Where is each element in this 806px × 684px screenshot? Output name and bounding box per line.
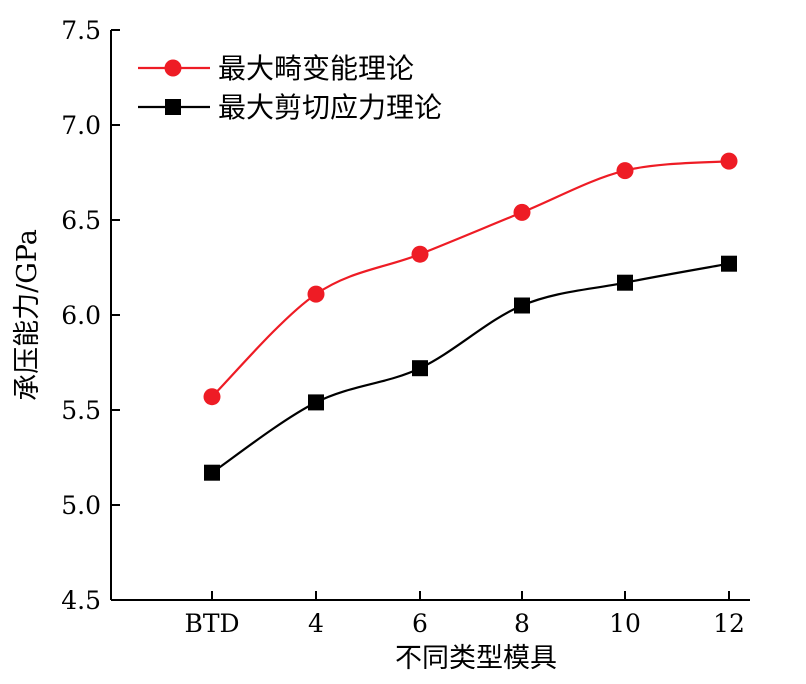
data-point bbox=[513, 203, 531, 221]
y-tick-label: 6.5 bbox=[61, 206, 101, 235]
data-point bbox=[514, 297, 530, 314]
y-tick-label: 4.5 bbox=[61, 586, 101, 615]
data-point bbox=[412, 360, 428, 377]
x-tick-label: 8 bbox=[514, 609, 530, 638]
y-tick-label: 5.0 bbox=[61, 491, 101, 520]
x-tick-label: 4 bbox=[308, 609, 324, 638]
x-axis-title: 不同类型模具 bbox=[395, 643, 557, 674]
x-ticks: BTD 4 6 8 10 12 bbox=[184, 591, 745, 638]
data-point bbox=[616, 162, 634, 180]
data-point bbox=[204, 464, 220, 481]
series-line bbox=[211, 262, 730, 474]
data-point bbox=[308, 394, 324, 411]
data-point bbox=[307, 285, 325, 303]
y-ticks: 4.5 5.0 5.5 6.0 6.5 7.0 7.5 bbox=[61, 16, 120, 615]
x-tick-label: 10 bbox=[609, 609, 641, 638]
legend-label: 最大剪切应力理论 bbox=[218, 91, 442, 124]
legend-marker bbox=[165, 99, 181, 115]
legend-label: 最大畸变能理论 bbox=[218, 52, 414, 85]
data-point bbox=[411, 245, 429, 263]
series-layer bbox=[203, 152, 738, 481]
data-point bbox=[203, 388, 221, 406]
y-axis-title: 承压能力/GPa bbox=[12, 229, 43, 401]
data-point bbox=[720, 152, 738, 170]
legend-item: 最大畸变能理论 bbox=[138, 52, 414, 85]
x-tick-label: 12 bbox=[713, 609, 745, 638]
y-tick-label: 7.5 bbox=[61, 16, 101, 45]
x-tick-label: BTD bbox=[184, 609, 239, 638]
legend-marker bbox=[164, 59, 182, 77]
series-line bbox=[211, 160, 730, 398]
data-point bbox=[617, 274, 633, 291]
legend-item: 最大剪切应力理论 bbox=[138, 91, 442, 124]
y-tick-label: 6.0 bbox=[61, 301, 101, 330]
y-tick-label: 7.0 bbox=[61, 111, 101, 140]
data-point bbox=[721, 255, 737, 272]
y-tick-label: 5.5 bbox=[61, 396, 101, 425]
series-2 bbox=[204, 255, 737, 481]
x-tick-label: 6 bbox=[412, 609, 428, 638]
series-1 bbox=[203, 152, 738, 406]
